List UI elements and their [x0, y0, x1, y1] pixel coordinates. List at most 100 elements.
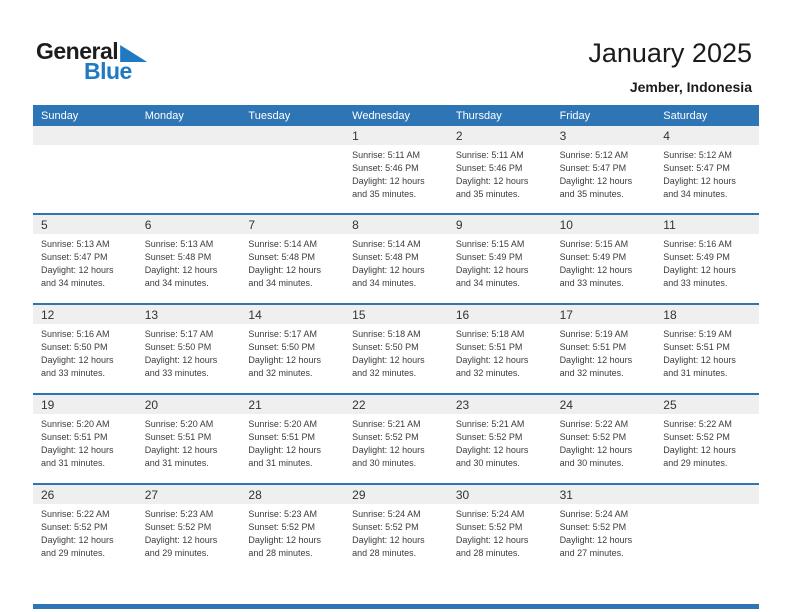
- day-number: 22: [344, 395, 448, 414]
- daylight-text-line1: Daylight: 12 hours: [352, 176, 425, 186]
- sunset-text: Sunset: 5:49 PM: [559, 252, 627, 262]
- day-cell-1: 1 Sunrise: 5:11 AM Sunset: 5:46 PM Daylight…: [344, 126, 448, 213]
- sunset-text: Sunset: 5:51 PM: [455, 342, 523, 352]
- day-details: Sunrise: 5:12 AM Sunset: 5:47 PM Daylight:…: [655, 145, 759, 201]
- daylight-text-line2: and 31 minutes.: [248, 458, 313, 468]
- day-cell-4: 4 Sunrise: 5:12 AM Sunset: 5:47 PM Daylight…: [655, 126, 759, 213]
- day-details: Sunrise: 5:20 AM Sunset: 5:51 PM Daylight:…: [240, 414, 344, 470]
- day-details: Sunrise: 5:14 AM Sunset: 5:48 PM Daylight:…: [240, 234, 344, 290]
- sunset-text: Sunset: 5:52 PM: [663, 432, 730, 442]
- day-details: Sunrise: 5:18 AM Sunset: 5:50 PM Daylight:…: [344, 324, 448, 380]
- sunset-text: Sunset: 5:46 PM: [352, 163, 419, 173]
- sunrise-text: Sunrise: 5:14 AM: [248, 239, 317, 249]
- sunset-text: Sunset: 5:52 PM: [352, 432, 419, 442]
- daylight-text-line2: and 33 minutes.: [663, 278, 728, 288]
- daylight-text-line1: Daylight: 12 hours: [559, 535, 633, 545]
- sunrise-text: Sunrise: 5:19 AM: [663, 329, 732, 339]
- day-number: 31: [551, 485, 656, 504]
- day-cell-11: 11 Sunrise: 5:16 AM Sunset: 5:49 PM Dayligh…: [655, 215, 759, 303]
- day-number: [136, 126, 241, 145]
- day-cell-5: 5 Sunrise: 5:13 AM Sunset: 5:47 PM Daylight…: [33, 215, 137, 303]
- daylight-text-line2: and 34 minutes.: [41, 278, 106, 288]
- daylight-text-line2: and 34 minutes.: [248, 278, 313, 288]
- day-number: 23: [447, 395, 552, 414]
- daylight-text-line2: and 29 minutes.: [41, 548, 106, 558]
- daylight-text-line2: and 35 minutes.: [352, 189, 417, 199]
- daylight-text-line1: Daylight: 12 hours: [663, 176, 736, 186]
- day-cell-19: 19 Sunrise: 5:20 AM Sunset: 5:51 PM Dayligh…: [33, 395, 137, 483]
- day-details: Sunrise: 5:15 AM Sunset: 5:49 PM Daylight:…: [552, 234, 656, 290]
- day-details: Sunrise: 5:16 AM Sunset: 5:49 PM Daylight:…: [655, 234, 759, 290]
- calendar-weeks: 1 Sunrise: 5:11 AM Sunset: 5:46 PM Daylight…: [33, 126, 759, 573]
- day-cell-27: 27 Sunrise: 5:23 AM Sunset: 5:52 PM Dayligh…: [136, 485, 241, 573]
- day-details: Sunrise: 5:20 AM Sunset: 5:51 PM Daylight:…: [33, 414, 137, 470]
- daylight-text-line2: and 30 minutes.: [455, 458, 520, 468]
- day-cell-23: 23 Sunrise: 5:21 AM Sunset: 5:52 PM Dayligh…: [447, 395, 552, 483]
- daylight-text-line2: and 30 minutes.: [559, 458, 624, 468]
- day-number: 3: [551, 126, 656, 145]
- sunrise-text: Sunrise: 5:15 AM: [455, 239, 525, 249]
- sunset-text: Sunset: 5:50 PM: [41, 342, 108, 352]
- day-number: 28: [240, 485, 345, 504]
- day-details: Sunrise: 5:12 AM Sunset: 5:47 PM Daylight:…: [552, 145, 656, 201]
- daylight-text-line2: and 32 minutes.: [559, 368, 624, 378]
- day-number: 13: [136, 305, 241, 324]
- day-details: Sunrise: 5:19 AM Sunset: 5:51 PM Daylight:…: [655, 324, 759, 380]
- sunrise-text: Sunrise: 5:11 AM: [455, 150, 524, 160]
- day-cell-28: 28 Sunrise: 5:23 AM Sunset: 5:52 PM Dayligh…: [240, 485, 345, 573]
- sunrise-text: Sunrise: 5:17 AM: [248, 329, 317, 339]
- day-cell-empty: [136, 126, 241, 213]
- daylight-text-line1: Daylight: 12 hours: [248, 445, 321, 455]
- sunrise-text: Sunrise: 5:23 AM: [144, 509, 214, 519]
- sunset-text: Sunset: 5:51 PM: [559, 342, 627, 352]
- day-number: 27: [136, 485, 241, 504]
- daylight-text-line2: and 31 minutes.: [41, 458, 106, 468]
- daylight-text-line2: and 34 minutes.: [144, 278, 209, 288]
- daylight-text-line1: Daylight: 12 hours: [455, 176, 529, 186]
- day-details: Sunrise: 5:15 AM Sunset: 5:49 PM Daylight:…: [448, 234, 552, 290]
- logo-text-blue: Blue: [84, 58, 132, 84]
- daylight-text-line2: and 33 minutes.: [559, 278, 624, 288]
- sunrise-text: Sunrise: 5:19 AM: [559, 329, 629, 339]
- sunset-text: Sunset: 5:48 PM: [248, 252, 315, 262]
- day-details: Sunrise: 5:22 AM Sunset: 5:52 PM Daylight:…: [655, 414, 759, 470]
- day-cell-18: 18 Sunrise: 5:19 AM Sunset: 5:51 PM Dayligh…: [655, 305, 759, 393]
- sunset-text: Sunset: 5:52 PM: [248, 522, 315, 532]
- day-number: 10: [551, 215, 656, 234]
- daylight-text-line1: Daylight: 12 hours: [352, 355, 425, 365]
- sunrise-text: Sunrise: 5:23 AM: [248, 509, 317, 519]
- day-number: 25: [655, 395, 759, 414]
- day-details: Sunrise: 5:19 AM Sunset: 5:51 PM Daylight:…: [552, 324, 656, 380]
- day-number: 6: [136, 215, 241, 234]
- day-number: 18: [655, 305, 759, 324]
- sunset-text: Sunset: 5:48 PM: [144, 252, 212, 262]
- day-number: 24: [551, 395, 656, 414]
- weekday-header-friday: Friday: [559, 109, 591, 122]
- day-details: Sunrise: 5:14 AM Sunset: 5:48 PM Daylight:…: [344, 234, 448, 290]
- daylight-text-line1: Daylight: 12 hours: [41, 445, 114, 455]
- week-row-5: 26 Sunrise: 5:22 AM Sunset: 5:52 PM Dayligh…: [33, 483, 759, 573]
- day-cell-31: 31 Sunrise: 5:24 AM Sunset: 5:52 PM Dayligh…: [551, 485, 656, 573]
- day-cell-13: 13 Sunrise: 5:17 AM Sunset: 5:50 PM Dayligh…: [136, 305, 241, 393]
- sunset-text: Sunset: 5:52 PM: [559, 432, 627, 442]
- day-number: 12: [33, 305, 137, 324]
- day-details: Sunrise: 5:22 AM Sunset: 5:52 PM Daylight:…: [33, 504, 137, 560]
- day-details: Sunrise: 5:24 AM Sunset: 5:52 PM Daylight:…: [344, 504, 448, 560]
- day-cell-empty: [655, 485, 759, 573]
- daylight-text-line1: Daylight: 12 hours: [455, 265, 529, 275]
- weekday-header-thursday: Thursday: [455, 109, 502, 122]
- day-number: 29: [344, 485, 448, 504]
- sunrise-text: Sunrise: 5:24 AM: [352, 509, 421, 519]
- sunset-text: Sunset: 5:50 PM: [352, 342, 419, 352]
- daylight-text-line1: Daylight: 12 hours: [144, 355, 218, 365]
- sunset-text: Sunset: 5:51 PM: [248, 432, 315, 442]
- sunrise-text: Sunrise: 5:20 AM: [144, 419, 214, 429]
- daylight-text-line1: Daylight: 12 hours: [455, 535, 529, 545]
- daylight-text-line1: Daylight: 12 hours: [559, 355, 633, 365]
- day-number: [655, 485, 759, 504]
- daylight-text-line2: and 28 minutes.: [248, 548, 313, 558]
- sunset-text: Sunset: 5:47 PM: [559, 163, 627, 173]
- sunrise-text: Sunrise: 5:18 AM: [352, 329, 421, 339]
- daylight-text-line1: Daylight: 12 hours: [41, 265, 114, 275]
- sunrise-text: Sunrise: 5:22 AM: [559, 419, 629, 429]
